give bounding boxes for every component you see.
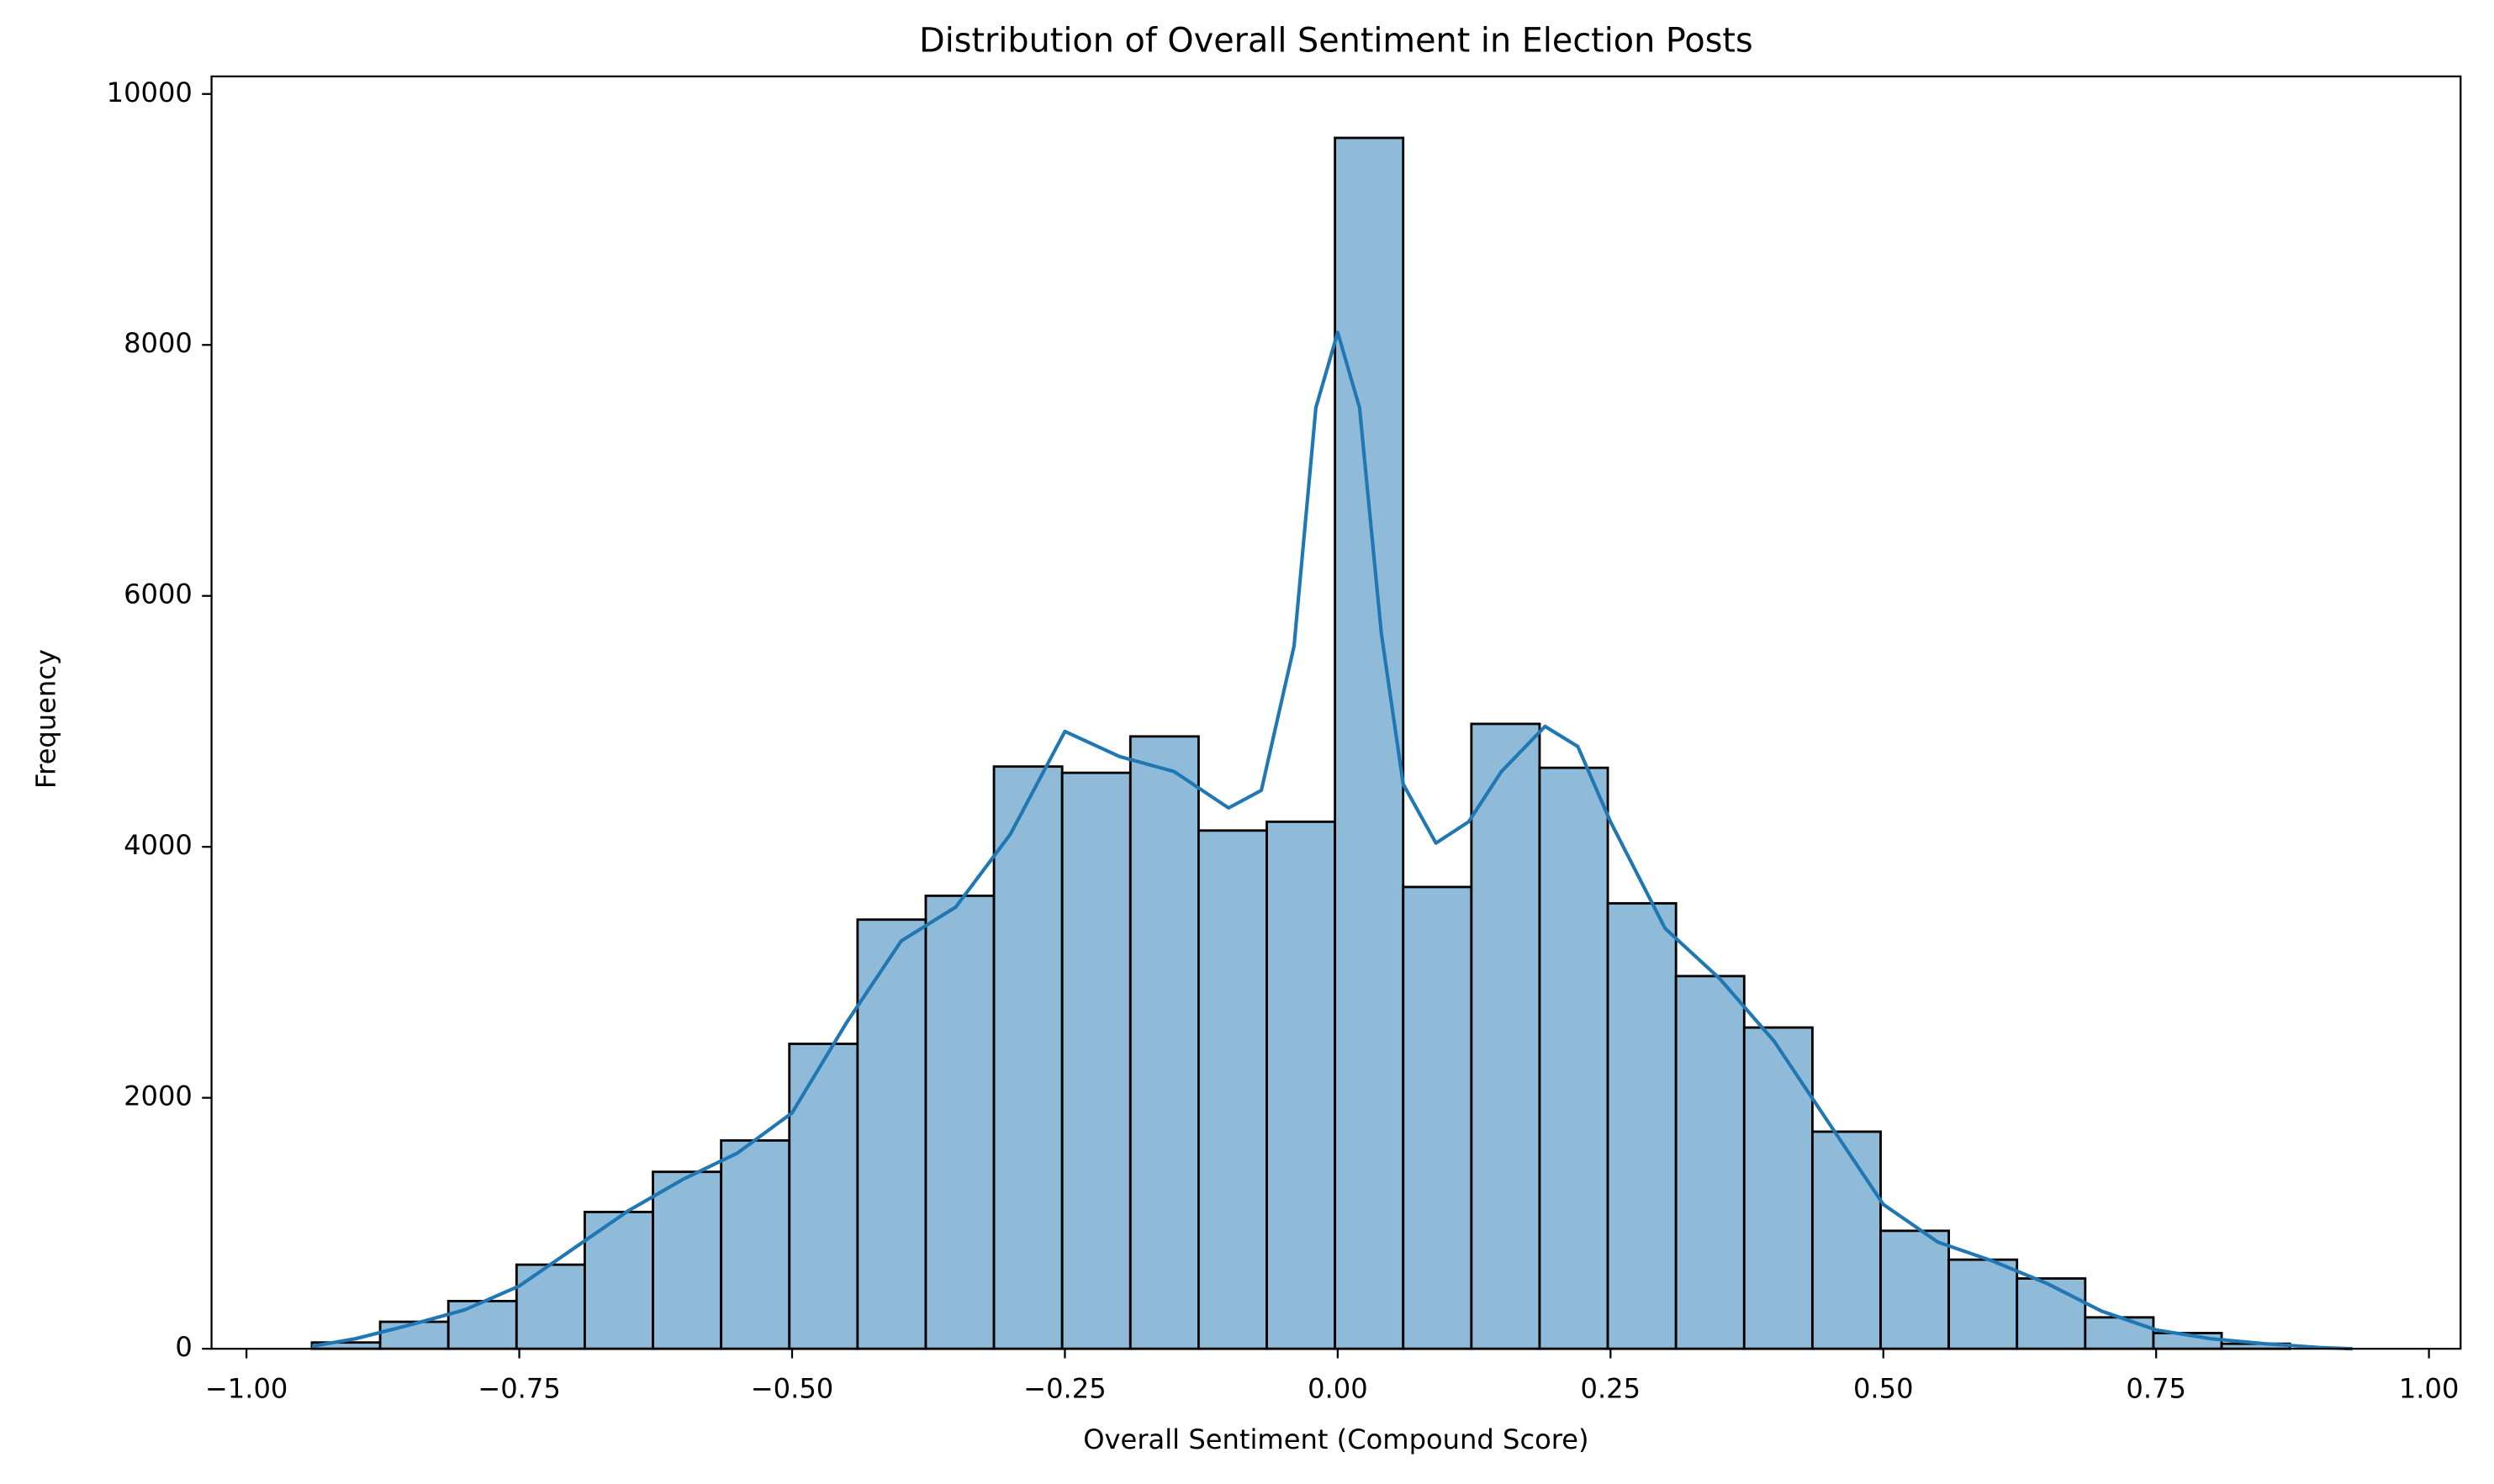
bar <box>1606 901 1678 1350</box>
bar <box>856 918 927 1350</box>
bar <box>1265 820 1337 1350</box>
bar <box>992 765 1064 1350</box>
plot-frame <box>210 75 2462 1350</box>
bar <box>378 1320 450 1350</box>
bar <box>2016 1277 2087 1350</box>
x-axis-label: Overall Sentiment (Compound Score) <box>1083 1423 1588 1455</box>
bar <box>1810 1130 1882 1350</box>
x-tick-label: 0.00 <box>1308 1372 1368 1404</box>
bar <box>1060 771 1132 1350</box>
bar <box>1197 829 1268 1350</box>
x-tick-label: 0.75 <box>2126 1372 2186 1404</box>
bar <box>1879 1229 1951 1350</box>
y-tick-label: 0 <box>175 1331 192 1363</box>
x-tick-label: 0.50 <box>1853 1372 1914 1404</box>
x-tick-label: 0.25 <box>1581 1372 1641 1404</box>
bar <box>924 894 996 1350</box>
x-tick-label: −1.00 <box>205 1372 288 1404</box>
bar <box>1128 735 1200 1350</box>
x-tick-label: 1.00 <box>2399 1372 2460 1404</box>
x-tick-label: −0.50 <box>751 1372 834 1404</box>
bar <box>1470 722 1541 1350</box>
bar <box>1538 766 1609 1350</box>
bar <box>446 1300 518 1350</box>
x-tick-label: −0.75 <box>478 1372 561 1404</box>
x-tick-label: −0.25 <box>1023 1372 1107 1404</box>
y-tick-label: 4000 <box>124 829 193 861</box>
kde-line <box>311 330 2353 1351</box>
bar <box>1947 1258 2019 1350</box>
bar <box>1674 974 1746 1350</box>
bar <box>652 1170 723 1350</box>
bar <box>515 1263 586 1350</box>
bar <box>1742 1026 1814 1350</box>
y-tick-label: 10000 <box>107 77 193 108</box>
bar <box>788 1043 859 1350</box>
bar <box>720 1138 791 1350</box>
bar <box>1402 885 1473 1350</box>
bar <box>2084 1316 2155 1350</box>
y-tick-label: 2000 <box>124 1080 193 1112</box>
bar <box>1334 136 1405 1350</box>
y-axis-label: Frequency <box>30 649 62 789</box>
chart-title: Distribution of Overall Sentiment in Ele… <box>919 22 1753 61</box>
y-tick-label: 8000 <box>124 327 193 359</box>
y-tick-label: 6000 <box>124 578 193 610</box>
